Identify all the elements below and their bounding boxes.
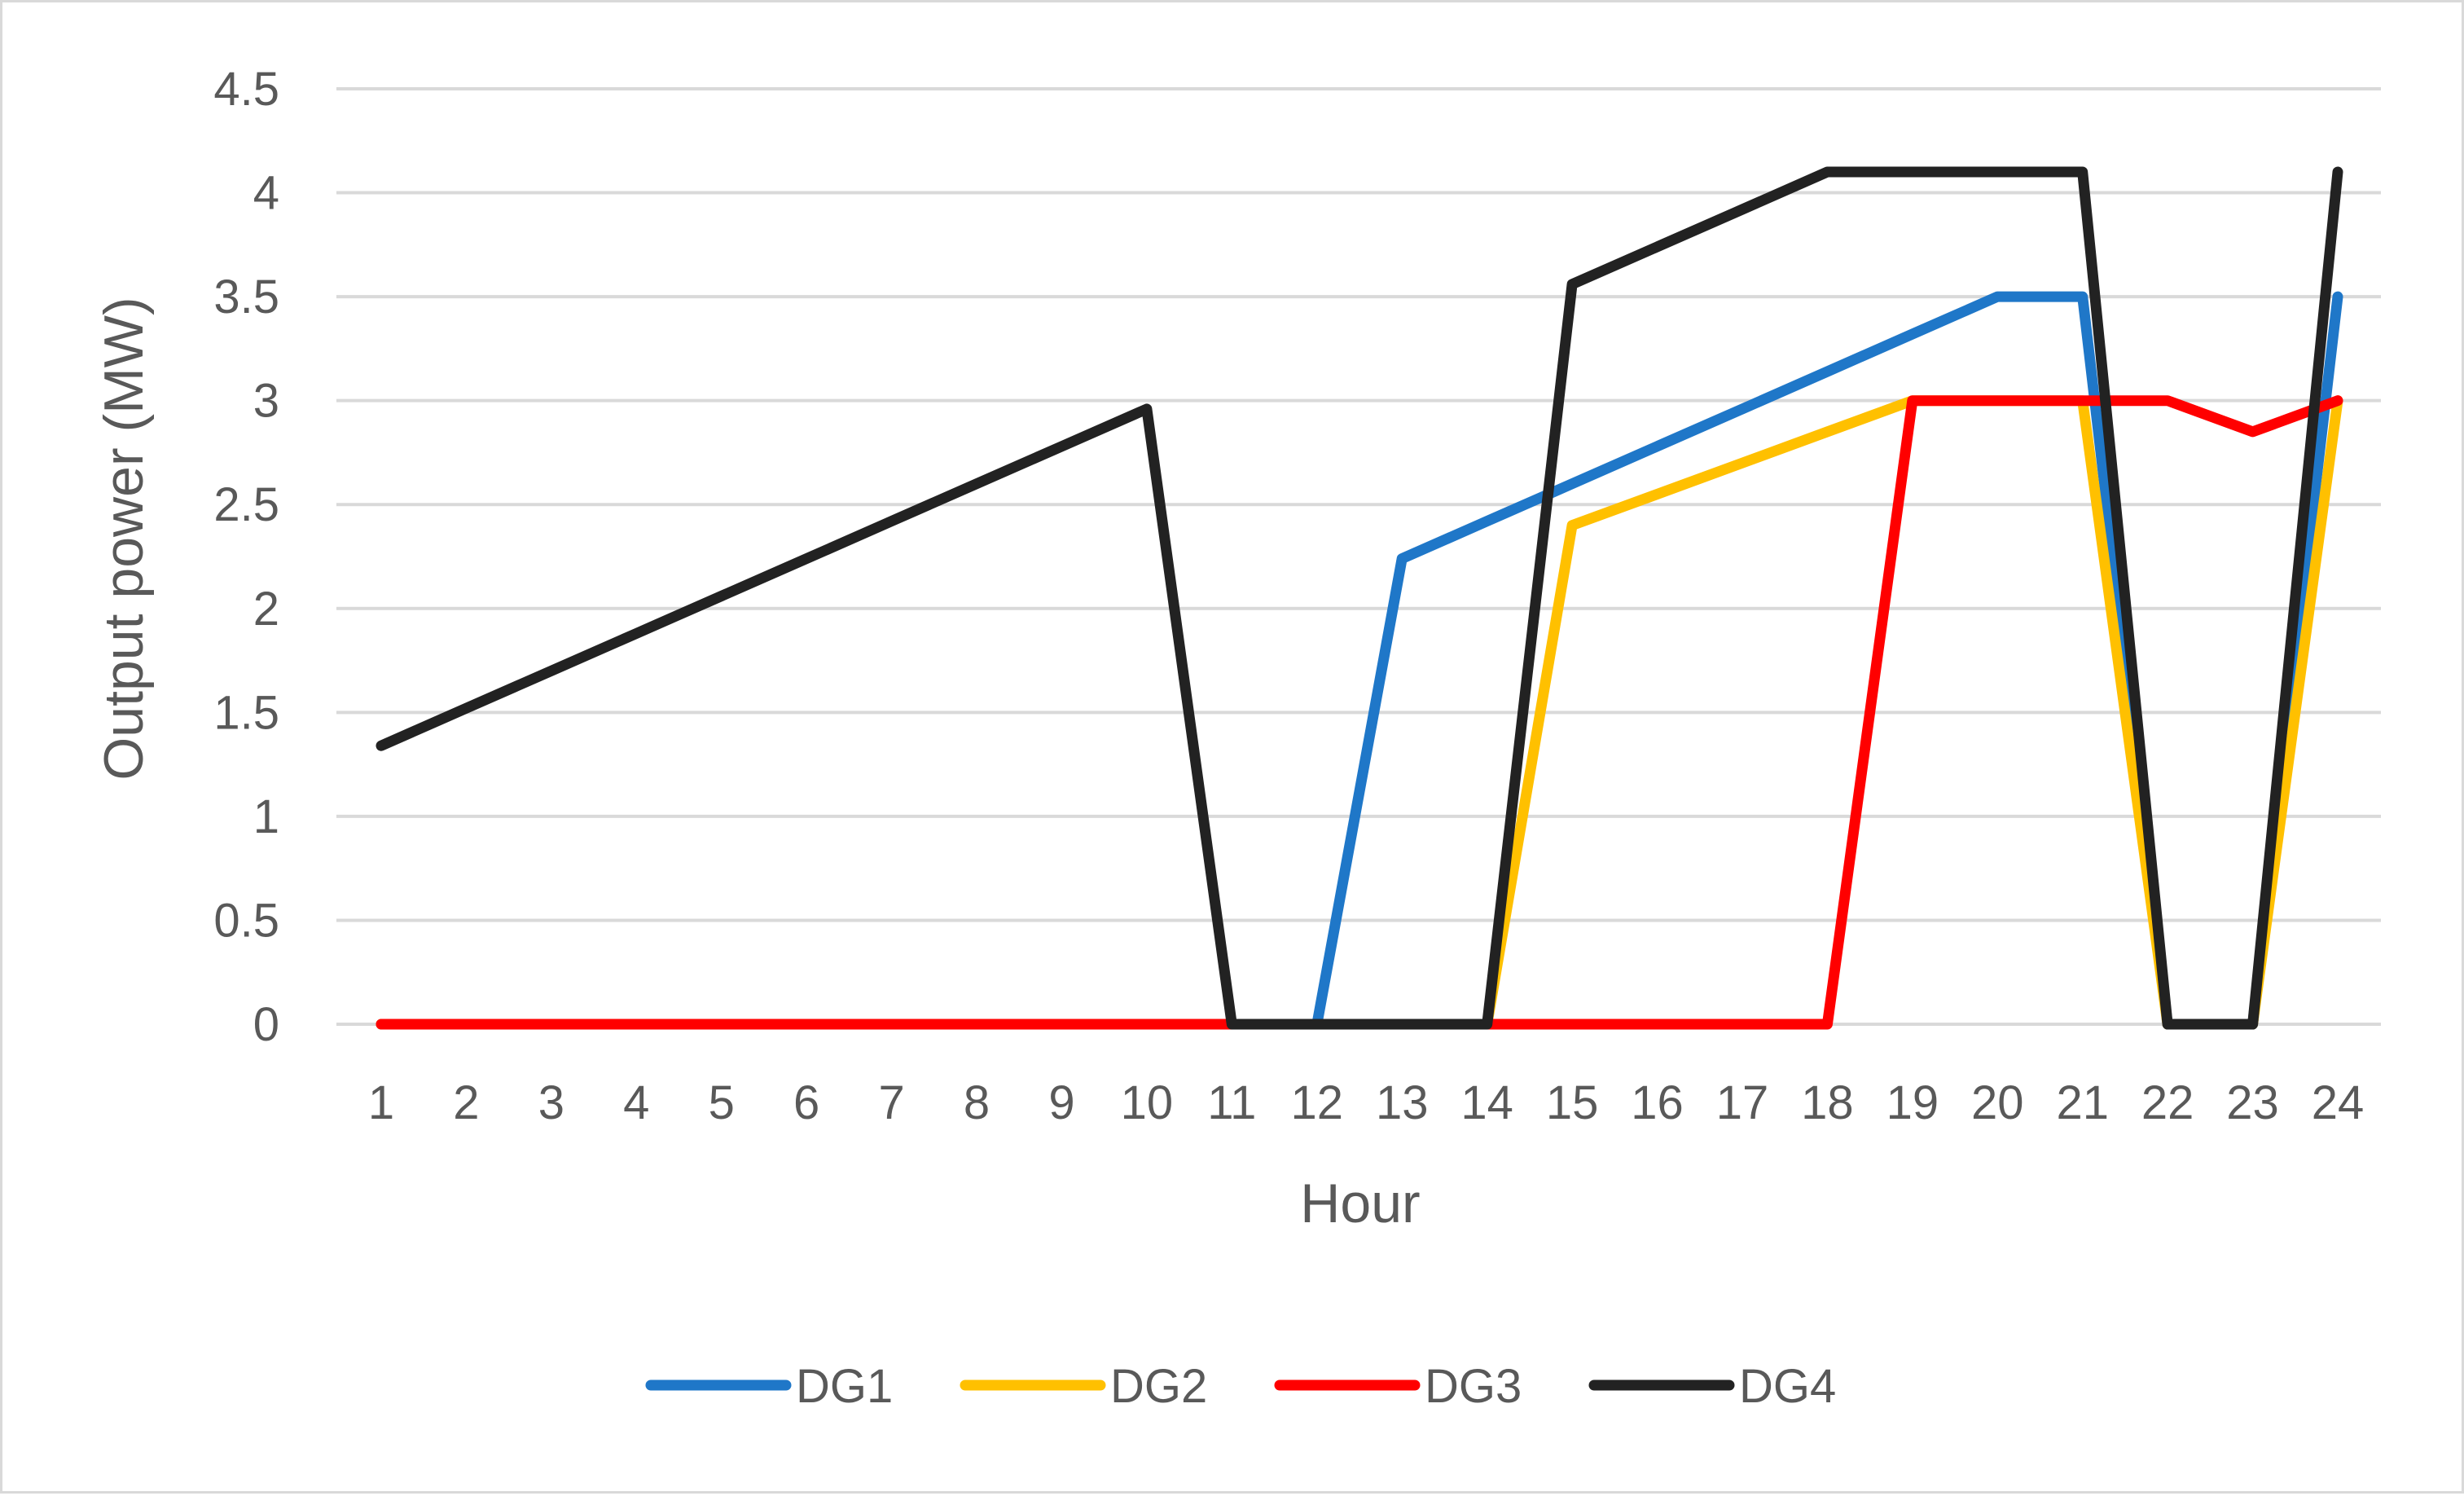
x-tick-label: 13 <box>1376 1076 1429 1129</box>
x-tick-label: 18 <box>1801 1076 1854 1129</box>
x-tick-label: 10 <box>1121 1076 1174 1129</box>
x-tick-label: 24 <box>2312 1076 2365 1129</box>
x-axis-title: Hour <box>1300 1173 1420 1234</box>
x-tick-label: 19 <box>1886 1076 1939 1129</box>
legend-label-dg4: DG4 <box>1739 1360 1836 1413</box>
y-axis-ticks: 0 0.5 1 1.5 2 2.5 3 3.5 4 4.5 <box>213 63 279 1051</box>
x-tick-label: 9 <box>1048 1076 1074 1129</box>
y-tick-label: 1 <box>253 790 279 843</box>
y-tick-label: 0 <box>253 998 279 1051</box>
y-tick-label: 1.5 <box>213 686 279 739</box>
x-axis-ticks: 1 2 3 4 5 6 7 8 9 10 11 12 13 14 15 16 17 18 19 20 21 22 23 24 <box>368 1076 2364 1129</box>
x-tick-label: 17 <box>1716 1076 1769 1129</box>
x-tick-label: 12 <box>1291 1076 1344 1129</box>
x-tick-label: 7 <box>878 1076 904 1129</box>
gridlines <box>336 87 2381 1026</box>
y-tick-label: 3 <box>253 375 279 428</box>
y-tick-label: 3.5 <box>213 271 279 323</box>
x-tick-label: 21 <box>2056 1076 2109 1129</box>
series-line-dg4 <box>376 166 2343 1030</box>
x-tick-label: 6 <box>793 1076 819 1129</box>
legend-label-dg2: DG2 <box>1110 1360 1207 1413</box>
x-tick-label: 14 <box>1460 1076 1513 1129</box>
x-tick-label: 5 <box>709 1076 735 1129</box>
x-tick-label: 2 <box>453 1076 479 1129</box>
y-tick-label: 4 <box>253 167 279 220</box>
legend-label-dg3: DG3 <box>1425 1360 1522 1413</box>
x-tick-label: 3 <box>538 1076 564 1129</box>
series-lines <box>376 166 2343 1030</box>
x-tick-label: 4 <box>623 1076 649 1129</box>
legend-label-dg1: DG1 <box>796 1360 893 1413</box>
y-tick-label: 4.5 <box>213 63 279 116</box>
y-axis-title: Output power (MW) <box>93 297 155 780</box>
x-tick-label: 1 <box>368 1076 394 1129</box>
legend: DG1 DG2 DG3 DG4 <box>645 1360 1836 1413</box>
x-tick-label: 23 <box>2226 1076 2279 1129</box>
x-tick-label: 20 <box>1971 1076 2024 1129</box>
y-tick-label: 0.5 <box>213 894 279 947</box>
x-tick-label: 8 <box>964 1076 990 1129</box>
x-tick-label: 22 <box>2141 1076 2194 1129</box>
y-tick-label: 2 <box>253 583 279 636</box>
y-tick-label: 2.5 <box>213 478 279 531</box>
x-tick-label: 11 <box>1207 1076 1256 1129</box>
x-tick-label: 15 <box>1546 1076 1599 1129</box>
x-tick-label: 16 <box>1631 1076 1684 1129</box>
